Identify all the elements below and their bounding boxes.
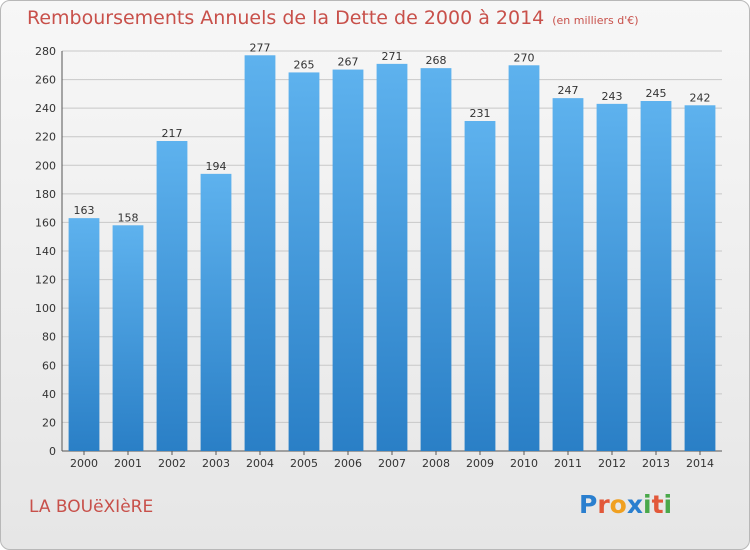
value-label: 245 [646,87,667,100]
bar [640,101,672,451]
y-tick-label: 260 [35,74,56,87]
bar [420,68,452,452]
proxiti-logo: Proxiti [579,490,672,519]
x-tick-label: 2000 [70,457,98,470]
bar [200,173,232,451]
x-tick-label: 2012 [598,457,626,470]
y-tick-label: 240 [35,102,56,115]
value-label: 277 [250,41,271,54]
bar [464,121,496,451]
x-tick-label: 2007 [378,457,406,470]
value-label: 163 [74,204,95,217]
y-tick-label: 120 [35,274,56,287]
value-label: 268 [426,54,447,67]
y-tick-labels: 0 20 40 60 80 100 120 140 160 180 200 220 240 260 280 [35,45,56,458]
x-tick-label: 2006 [334,457,362,470]
x-tick-label: 2008 [422,457,450,470]
value-label: 247 [558,84,579,97]
value-label: 217 [162,127,183,140]
bar [156,141,188,451]
chart-title: Remboursements Annuels de la Dette de 20… [27,7,639,29]
x-tick-label: 2009 [466,457,494,470]
value-label: 242 [690,91,711,104]
x-tick-label: 2005 [290,457,318,470]
y-tick-label: 60 [42,359,56,372]
y-tick-label: 140 [35,245,56,258]
title-unit: (en milliers d'€) [552,14,639,27]
bar [244,55,276,452]
logo-letter: o [609,490,627,519]
value-label: 194 [206,160,227,173]
bars [68,55,716,452]
value-label: 265 [294,58,315,71]
logo-letter: i [663,490,673,519]
y-tick-label: 20 [42,416,56,429]
y-tick-label: 180 [35,188,56,201]
value-label: 243 [602,90,623,103]
y-tick-label: 200 [35,159,56,172]
y-tick-label: 220 [35,131,56,144]
town-name: LA BOUëXIèRE [29,497,154,517]
value-label: 271 [382,50,403,63]
y-tick-label: 280 [35,45,56,58]
title-text: Remboursements Annuels de la Dette de 20… [27,7,545,29]
logo-letter: P [579,490,598,519]
bar [112,225,144,451]
x-tick-label: 2011 [554,457,582,470]
bar [288,72,320,451]
y-tick-label: 40 [42,388,56,401]
logo-letter: i [643,490,652,519]
logo-letter: r [597,490,610,519]
x-tick-label: 2010 [510,457,538,470]
y-tick-label: 80 [42,331,56,344]
bar [684,105,716,452]
bar [552,98,584,452]
bar [376,63,408,451]
x-tick-label: 2002 [158,457,186,470]
x-tick-label: 2014 [686,457,714,470]
x-tick-label: 2001 [114,457,142,470]
value-label: 231 [470,107,491,120]
value-labels: 163 158 217 194 277 265 267 271 268 231 270 247 243 2… [74,41,711,224]
logo-letter: x [626,490,643,519]
y-tick-label: 0 [49,445,56,458]
x-tick-label: 2013 [642,457,670,470]
y-tick-label: 160 [35,216,56,229]
y-tick-label: 100 [35,302,56,315]
logo-letter: t [651,490,664,519]
bar [508,65,540,452]
bar [68,218,100,451]
x-tick-label: 2003 [202,457,230,470]
x-tick-labels: 2000 2001 2002 2003 2004 2005 2006 2007 2008 2009… [70,457,714,470]
bar [332,69,364,452]
value-label: 158 [118,211,139,224]
bar [596,103,628,451]
x-tick-label: 2004 [246,457,274,470]
value-label: 267 [338,56,359,69]
value-label: 270 [514,51,535,64]
